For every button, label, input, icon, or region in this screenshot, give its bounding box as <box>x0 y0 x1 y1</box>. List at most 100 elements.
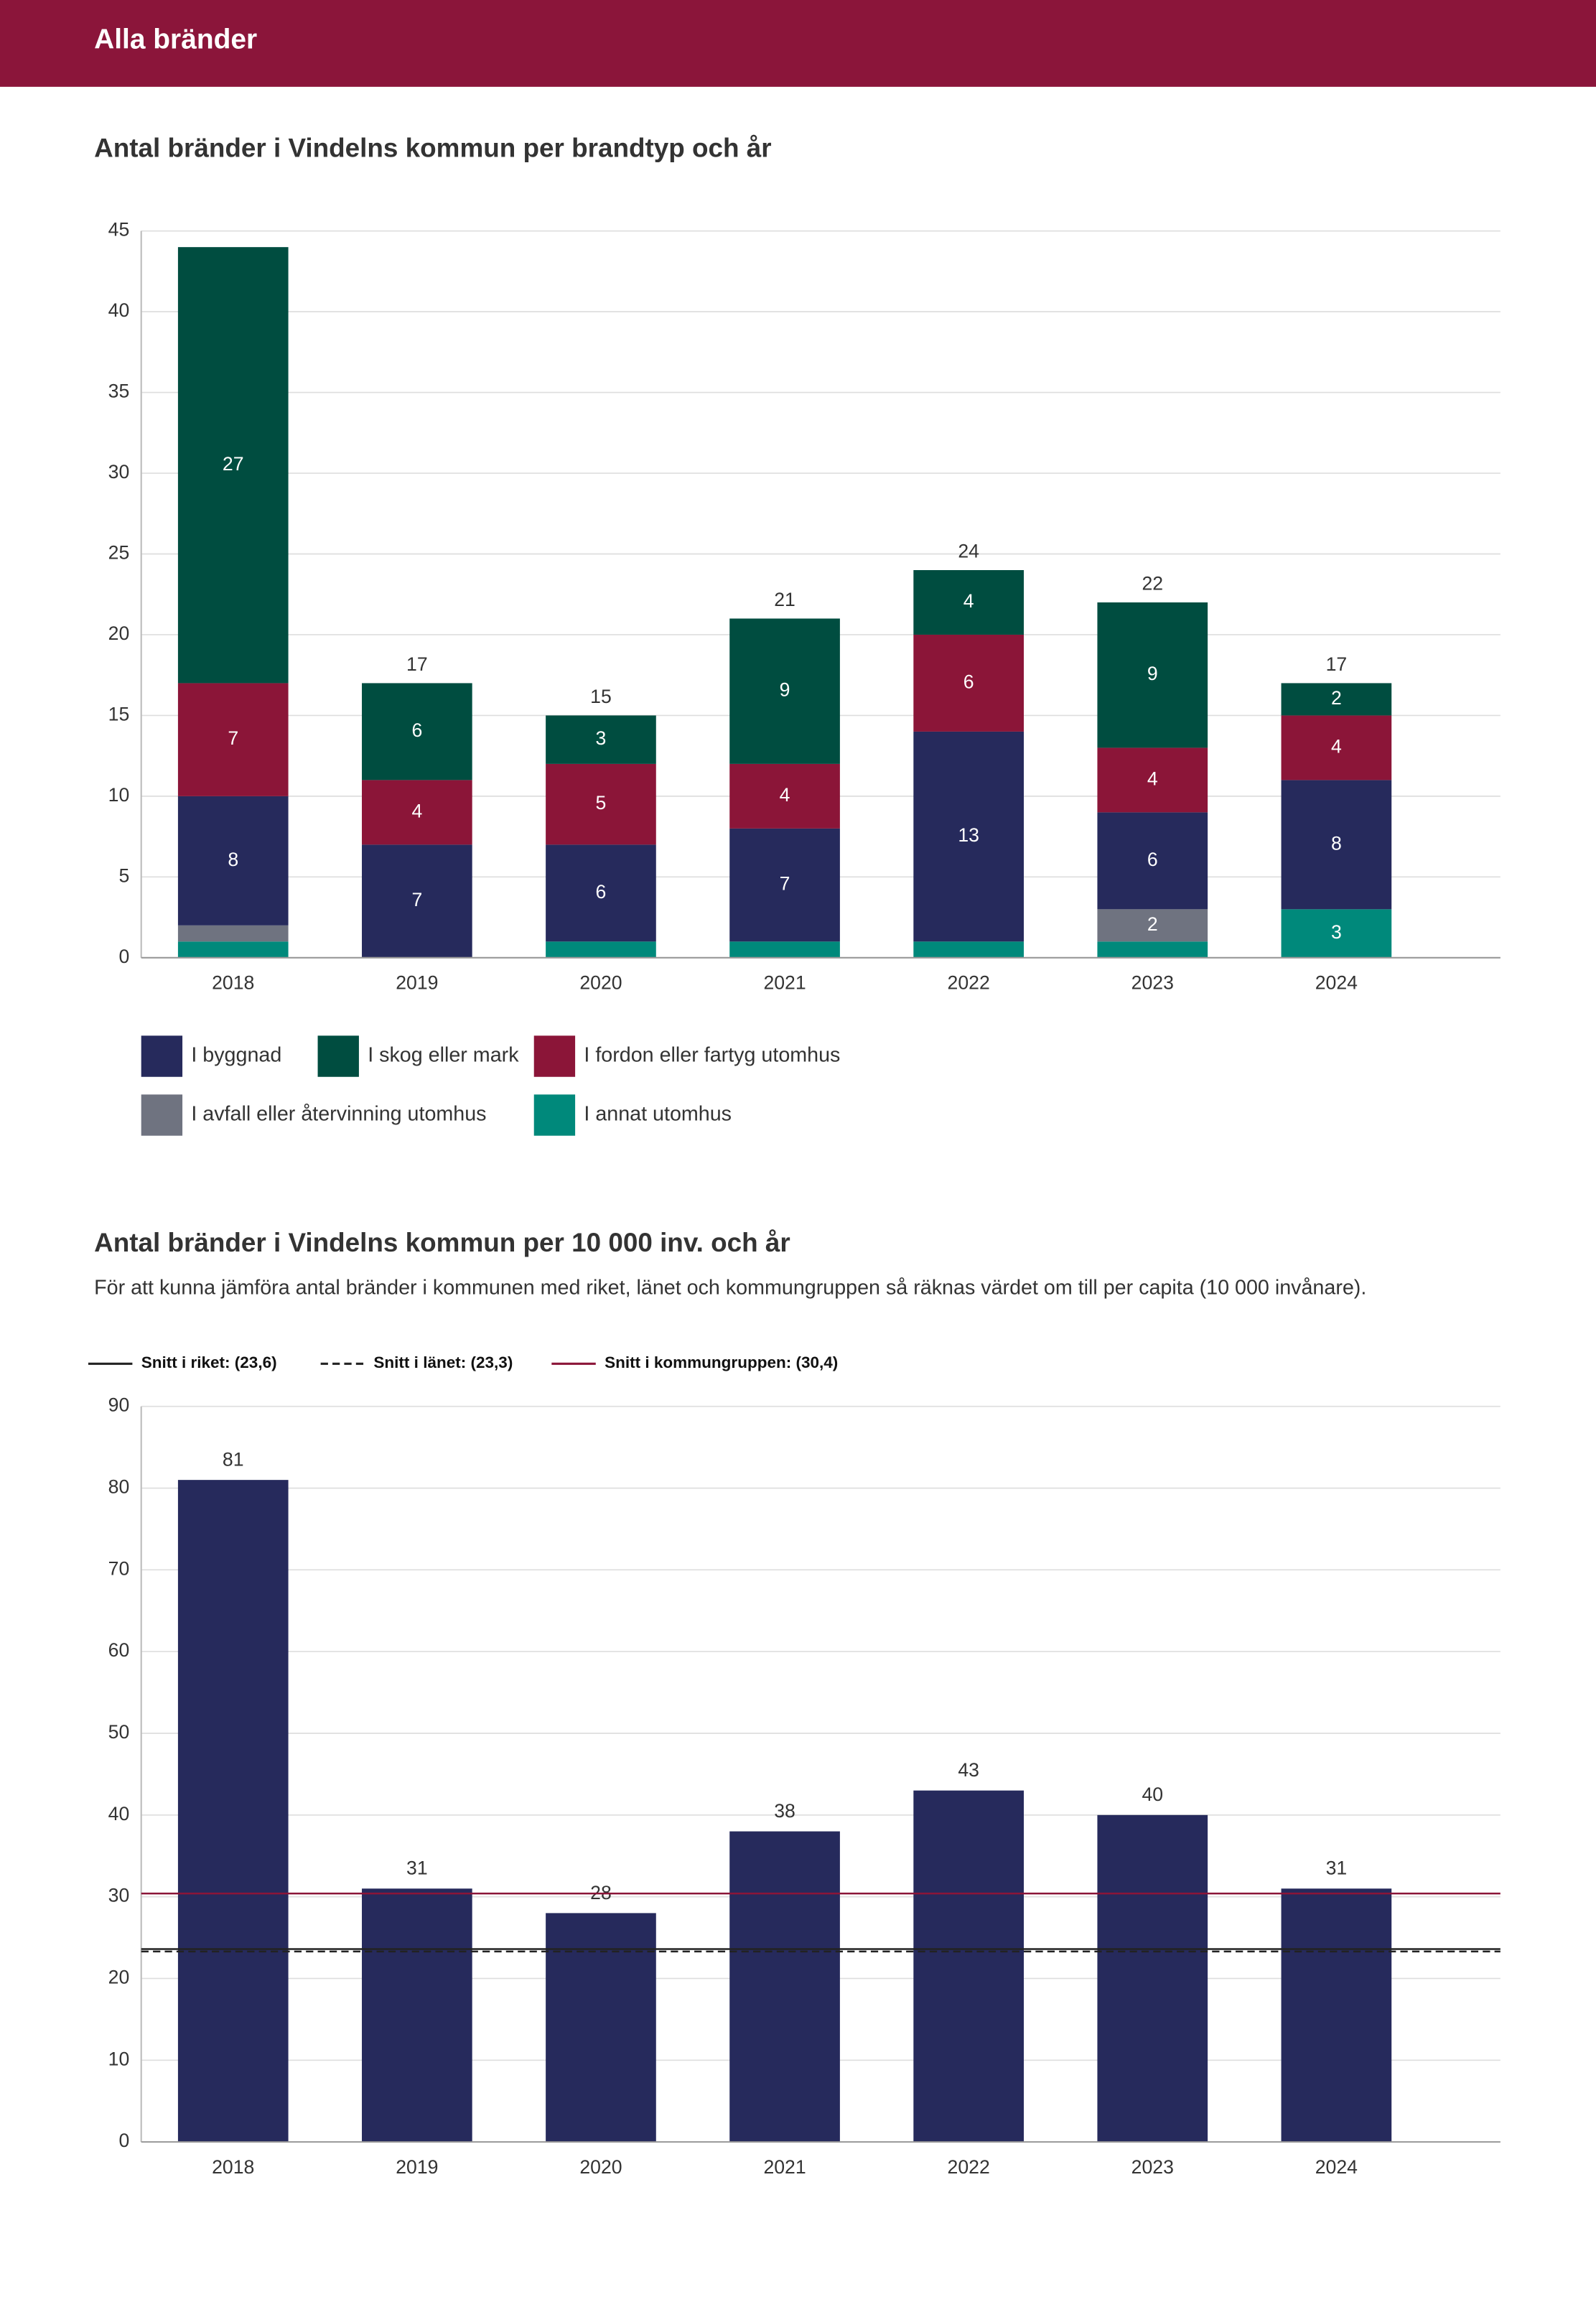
y-tick-label: 5 <box>118 864 129 886</box>
segment-label: 9 <box>1147 663 1158 684</box>
bar-segment <box>913 731 1024 942</box>
bar-segment <box>362 844 472 958</box>
segment-label: 3 <box>1331 921 1342 943</box>
segment-label: 6 <box>1147 849 1158 870</box>
y-tick-label: 25 <box>108 542 130 564</box>
header-title: Alla bränder <box>94 24 257 55</box>
total-label: 15 <box>590 686 612 707</box>
legend-swatch <box>533 1094 576 1136</box>
segment-label: 7 <box>411 889 422 910</box>
bar-segment <box>546 763 656 845</box>
x-tick-label: 2019 <box>396 2156 438 2178</box>
segment-label: 8 <box>1331 832 1342 854</box>
segment-label: 4 <box>411 800 422 821</box>
total-label: 17 <box>1326 653 1348 675</box>
bar <box>177 1480 289 2143</box>
bar-segment <box>729 763 840 829</box>
value-label: 40 <box>1142 1784 1163 1805</box>
legend-label: Snitt i kommungruppen: (30,4) <box>605 1353 838 1371</box>
bar-segment <box>1097 747 1208 813</box>
chart-subtitle: För att kunna jämföra antal bränder i ko… <box>94 1276 1366 1299</box>
segment-label: 4 <box>1147 768 1158 789</box>
y-tick-label: 30 <box>108 1885 130 1906</box>
bar-segment <box>177 925 289 942</box>
x-tick-label: 2023 <box>1131 972 1174 994</box>
y-tick-label: 40 <box>108 299 130 321</box>
y-tick-label: 40 <box>108 1803 130 1824</box>
segment-label: 6 <box>963 671 974 692</box>
legend-label: I byggnad <box>191 1044 281 1067</box>
y-tick-label: 45 <box>108 219 130 241</box>
y-tick-label: 15 <box>108 703 130 724</box>
bar-segment <box>1281 780 1392 910</box>
value-label: 31 <box>406 1858 428 1879</box>
bar-segment <box>1097 602 1208 748</box>
bar-segment <box>913 634 1024 732</box>
segment-label: 27 <box>223 453 244 475</box>
x-tick-label: 2022 <box>948 2156 990 2178</box>
segment-label: 7 <box>780 873 790 895</box>
bar-segment <box>1097 909 1208 942</box>
bar-segment <box>546 844 656 942</box>
bar <box>362 1888 472 2143</box>
bar-segment <box>1281 909 1392 958</box>
x-tick-label: 2018 <box>212 972 254 994</box>
y-tick-label: 20 <box>108 1967 130 1988</box>
segment-label: 8 <box>228 849 238 870</box>
x-tick-label: 2019 <box>396 972 438 994</box>
x-tick-label: 2024 <box>1315 972 1358 994</box>
bar-segment <box>1097 941 1208 958</box>
legend-label: I annat utomhus <box>584 1103 732 1126</box>
bar-segment <box>177 247 289 684</box>
bar-segment <box>913 941 1024 958</box>
header-bar <box>0 0 1596 87</box>
y-tick-label: 0 <box>118 2130 129 2151</box>
bar-segment <box>1097 812 1208 910</box>
legend-label: Snitt i länet: (23,3) <box>373 1353 513 1371</box>
bar-segment <box>546 715 656 764</box>
segment-label: 9 <box>780 679 790 701</box>
y-tick-label: 90 <box>108 1394 130 1416</box>
y-tick-label: 20 <box>108 623 130 644</box>
total-label: 17 <box>406 653 428 675</box>
bar-segment <box>729 941 840 958</box>
bar-segment <box>177 941 289 958</box>
bar-segment <box>362 780 472 845</box>
x-tick-label: 2022 <box>948 972 990 994</box>
bar-segment <box>177 796 289 926</box>
bar-segment <box>913 569 1024 635</box>
bar <box>1281 1888 1392 2143</box>
segment-label: 2 <box>1331 687 1342 709</box>
segment-label: 3 <box>596 727 607 749</box>
bar-segment <box>362 683 472 780</box>
y-tick-label: 35 <box>108 381 130 402</box>
bar-segment <box>546 941 656 958</box>
legend-label: I skog eller mark <box>368 1044 519 1067</box>
bar <box>729 1831 840 2143</box>
x-tick-label: 2024 <box>1315 2156 1358 2178</box>
total-label: 24 <box>958 540 979 561</box>
bar <box>913 1790 1024 2143</box>
x-tick-label: 2020 <box>579 2156 622 2178</box>
bar <box>1097 1814 1208 2143</box>
value-label: 81 <box>223 1449 244 1471</box>
y-tick-label: 80 <box>108 1476 130 1498</box>
value-label: 28 <box>590 1882 612 1903</box>
bar-segment <box>1281 715 1392 780</box>
total-label: 22 <box>1142 572 1163 594</box>
x-tick-label: 2023 <box>1131 2156 1174 2178</box>
bar <box>546 1913 656 2143</box>
x-tick-label: 2021 <box>763 2156 806 2178</box>
segment-label: 4 <box>963 590 974 612</box>
y-tick-label: 50 <box>108 1721 130 1743</box>
legend-label: I fordon eller fartyg utomhus <box>584 1044 840 1067</box>
value-label: 31 <box>1326 1858 1348 1879</box>
legend-label: Snitt i riket: (23,6) <box>141 1353 277 1371</box>
legend-swatch <box>317 1035 359 1077</box>
y-tick-label: 10 <box>108 2048 130 2069</box>
y-tick-label: 0 <box>118 946 129 967</box>
bar-segment <box>177 683 289 796</box>
y-tick-label: 70 <box>108 1557 130 1579</box>
